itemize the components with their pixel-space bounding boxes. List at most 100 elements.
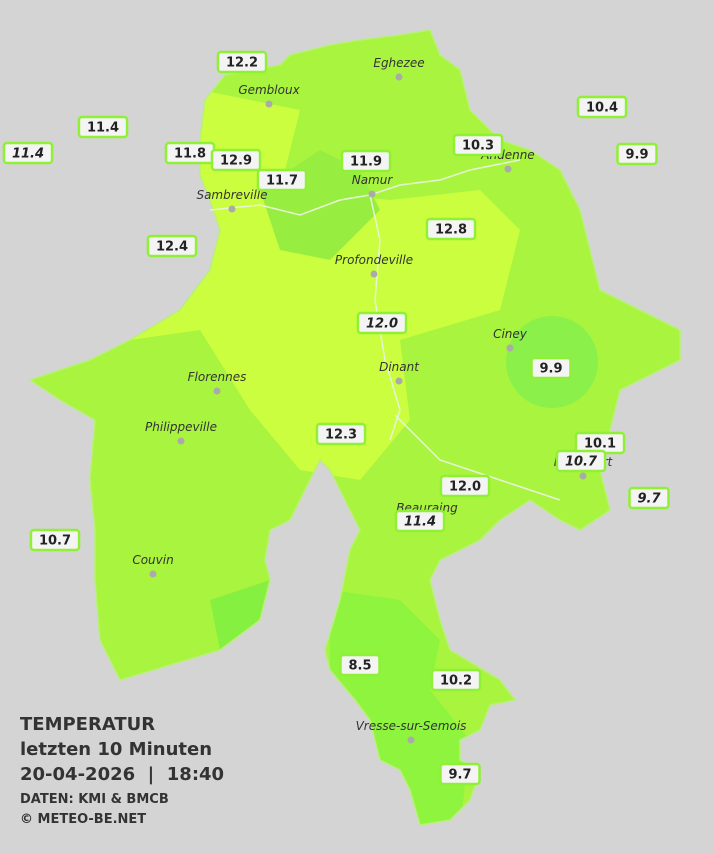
city-label: Eghezee bbox=[373, 56, 424, 70]
station-value: 12.8 bbox=[435, 223, 467, 238]
station-value: 11.4 bbox=[12, 147, 44, 162]
station: 11.8 bbox=[164, 141, 216, 165]
city-label: Profondeville bbox=[335, 253, 413, 267]
station: 12.4 bbox=[146, 234, 198, 258]
legend-title: TEMPERATUR bbox=[20, 714, 155, 735]
station-box bbox=[77, 115, 129, 139]
city-dot bbox=[504, 165, 512, 173]
city-dot bbox=[395, 377, 403, 385]
city-label: Ciney bbox=[493, 327, 528, 341]
station: 8.5 bbox=[339, 653, 381, 677]
city-label: Florennes bbox=[188, 370, 247, 384]
station-box bbox=[340, 149, 392, 173]
station-value: 10.7 bbox=[39, 534, 71, 549]
station-value: 12.4 bbox=[156, 240, 188, 255]
station: 12.2 bbox=[216, 50, 268, 74]
station-box bbox=[555, 449, 607, 473]
station: 9.7 bbox=[439, 762, 481, 786]
station-value: 9.7 bbox=[637, 492, 661, 507]
city-dot bbox=[579, 472, 587, 480]
station: 9.9 bbox=[530, 356, 572, 380]
legend-subtitle: letzten 10 Minuten bbox=[20, 739, 212, 760]
station: 12.8 bbox=[425, 217, 477, 241]
station-box bbox=[425, 217, 477, 241]
legend-copyright: © METEO-BE.NET bbox=[20, 812, 146, 827]
station-box bbox=[439, 762, 481, 786]
station-value: 10.1 bbox=[584, 437, 616, 452]
legend-timestamp: 20-04-2026 | 18:40 bbox=[20, 764, 224, 785]
city-label: Gembloux bbox=[238, 83, 300, 97]
station-value: 11.4 bbox=[404, 515, 436, 530]
station-value: 9.9 bbox=[625, 148, 648, 163]
station-box bbox=[356, 311, 408, 335]
station-box bbox=[210, 148, 262, 172]
city-dot bbox=[265, 100, 273, 108]
station-value: 9.7 bbox=[448, 768, 471, 783]
station: 11.7 bbox=[256, 168, 308, 192]
station: 12.3 bbox=[315, 422, 367, 446]
station-box bbox=[628, 486, 670, 510]
station-box bbox=[394, 509, 446, 533]
city-dot bbox=[368, 190, 376, 198]
station-value: 11.9 bbox=[350, 155, 382, 170]
station-box bbox=[530, 356, 572, 380]
city-dot bbox=[149, 570, 157, 578]
station: 10.1 bbox=[574, 431, 626, 455]
city-dot bbox=[228, 205, 236, 213]
city-label: Sambreville bbox=[196, 188, 267, 202]
city-dot bbox=[395, 73, 403, 81]
city-label: Namur bbox=[352, 173, 394, 187]
station-box bbox=[2, 141, 54, 165]
station-value: 12.2 bbox=[226, 56, 258, 71]
station-box bbox=[452, 133, 504, 157]
station-box bbox=[576, 95, 628, 119]
city-dot bbox=[407, 736, 415, 744]
city-label: Couvin bbox=[132, 553, 173, 567]
station: 11.9 bbox=[340, 149, 392, 173]
station-value: 11.8 bbox=[174, 147, 206, 162]
station: 9.9 bbox=[616, 142, 658, 166]
station-box bbox=[29, 528, 81, 552]
station: 12.9 bbox=[210, 148, 262, 172]
station: 10.4 bbox=[576, 95, 628, 119]
station: 9.7 bbox=[628, 486, 670, 510]
station-box bbox=[315, 422, 367, 446]
city-dot bbox=[370, 270, 378, 278]
station: 12.0 bbox=[439, 474, 491, 498]
station-box bbox=[216, 50, 268, 74]
station: 10.2 bbox=[430, 668, 482, 692]
station-value: 12.0 bbox=[366, 317, 398, 332]
station-box bbox=[439, 474, 491, 498]
station-value: 11.4 bbox=[87, 121, 119, 136]
legend-source: DATEN: KMI & BMCB bbox=[20, 792, 169, 807]
city-dot bbox=[177, 437, 185, 445]
station-value: 10.7 bbox=[565, 455, 598, 470]
station-box bbox=[430, 668, 482, 692]
station: 11.4 bbox=[394, 509, 446, 533]
station-box bbox=[616, 142, 658, 166]
station: 10.3 bbox=[452, 133, 504, 157]
legend: TEMPERATUR letzten 10 Minuten 20-04-2026… bbox=[20, 714, 224, 827]
station-value: 8.5 bbox=[348, 659, 371, 674]
station: 12.0 bbox=[356, 311, 408, 335]
city-label: Philippeville bbox=[145, 420, 217, 434]
station-value: 10.2 bbox=[440, 674, 472, 689]
city-label: Dinant bbox=[379, 360, 420, 374]
station: 10.7 bbox=[29, 528, 81, 552]
station-box bbox=[256, 168, 308, 192]
station: 11.4 bbox=[77, 115, 129, 139]
city-dot bbox=[213, 387, 221, 395]
station: 10.7 bbox=[555, 449, 607, 473]
station-box bbox=[146, 234, 198, 258]
station-value: 12.9 bbox=[220, 154, 252, 169]
station-value: 9.9 bbox=[539, 362, 562, 377]
station-value: 12.3 bbox=[325, 428, 357, 443]
station-value: 10.4 bbox=[586, 101, 618, 116]
station: 11.4 bbox=[2, 141, 54, 165]
station-value: 11.7 bbox=[266, 174, 298, 189]
city-dot bbox=[506, 344, 514, 352]
city-label: Vresse-sur-Semois bbox=[356, 719, 467, 733]
station-box bbox=[339, 653, 381, 677]
station-value: 10.3 bbox=[462, 139, 494, 154]
